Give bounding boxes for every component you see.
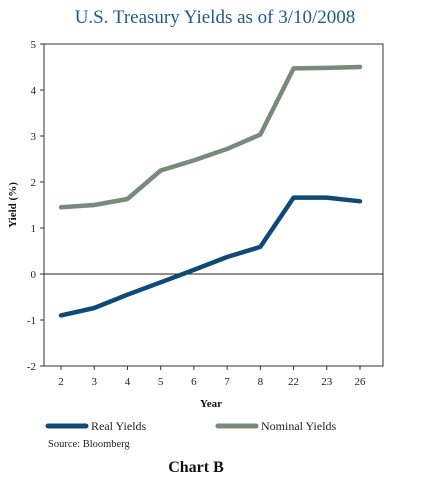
y-tick-label: 4: [31, 85, 37, 97]
y-tick-label: 5: [31, 39, 37, 51]
y-tick-label: 3: [31, 131, 37, 143]
chart-title: U.S. Treasury Yields as of 3/10/2008: [75, 7, 356, 28]
x-tick-label: 3: [91, 376, 97, 388]
y-axis-label: Yield (%): [7, 182, 19, 228]
x-tick-label: 26: [355, 376, 367, 388]
x-tick-label: 8: [258, 376, 264, 388]
x-tick-label: 4: [125, 376, 131, 388]
y-tick-label: -2: [27, 361, 36, 373]
series-line-nominal-yields: [58, 64, 363, 210]
series-line-real-yields: [58, 195, 363, 318]
x-tick-label: 6: [191, 376, 197, 388]
x-tick-label: 2: [58, 376, 64, 388]
y-tick-label: 0: [31, 269, 37, 281]
y-tick-label: 1: [31, 223, 37, 235]
legend-label-nominal-yields: Nominal Yields: [261, 419, 337, 433]
x-axis-label: Year: [200, 398, 222, 410]
y-tick-label: -1: [27, 315, 36, 327]
y-axis: -2 -1 0 1 2 3 4 5: [27, 39, 44, 373]
x-tick-label: 7: [224, 376, 230, 388]
legend-label-real-yields: Real Yields: [91, 419, 147, 433]
x-axis: 2 3 4 5 6 7 8 22 23 26: [58, 366, 366, 388]
x-tick-label: 23: [321, 376, 333, 388]
series-lines: [58, 64, 363, 318]
x-tick-label: 5: [158, 376, 164, 388]
y-tick-label: 2: [31, 177, 37, 189]
plot-frame: [43, 43, 384, 367]
x-tick-label: 22: [288, 376, 299, 388]
legend: Real Yields Nominal Yields: [45, 419, 337, 433]
source-note: Source: Bloomberg: [48, 439, 131, 450]
chart-caption: Chart B: [168, 459, 224, 476]
